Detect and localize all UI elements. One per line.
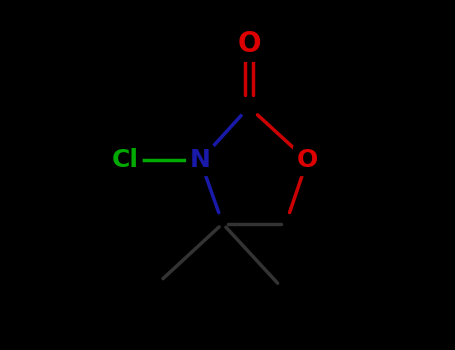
Text: N: N [190,148,211,173]
Text: O: O [297,148,318,173]
Text: O: O [237,30,261,58]
Text: Cl: Cl [112,148,139,173]
